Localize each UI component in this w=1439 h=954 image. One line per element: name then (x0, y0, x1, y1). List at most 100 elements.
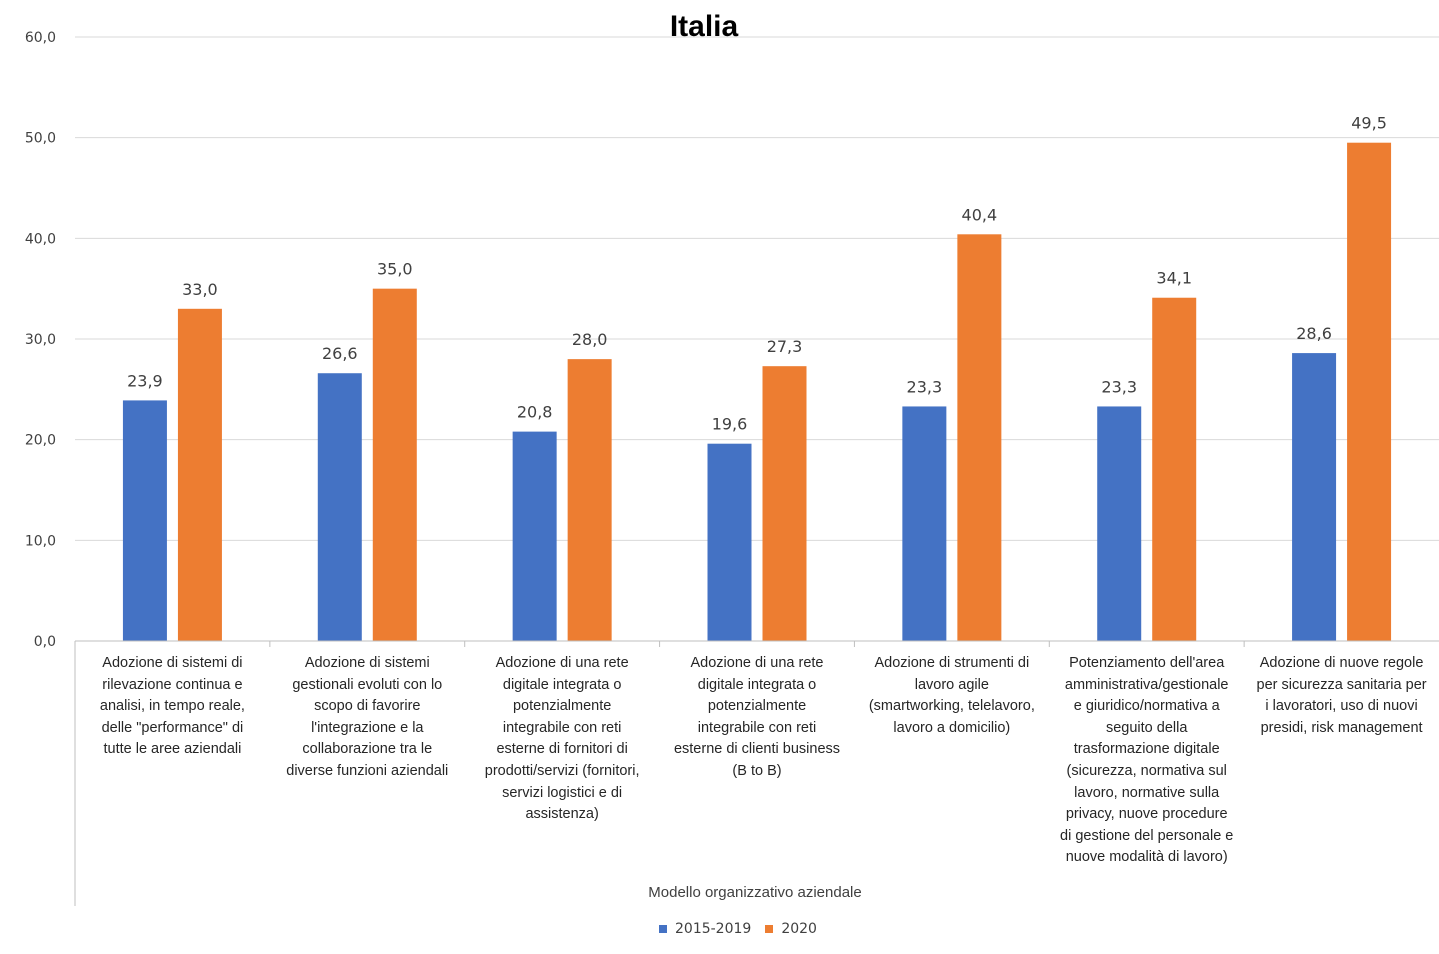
category-label-line: e giuridico/normativa a (1073, 698, 1220, 715)
category-label-0: Adozione di sistemi di rilevazione contin… (72, 653, 272, 761)
category-label-line: trasformazione digitale (1073, 741, 1220, 758)
category-label-line: diverse funzioni aziendali (286, 762, 449, 779)
y-tick-label: 20,0 (25, 433, 56, 449)
category-label-line: rilevazione continua e (102, 676, 243, 693)
category-label-line: digitale integrata o (502, 676, 622, 693)
x-axis (74, 640, 1439, 906)
gridlines (75, 36, 1439, 541)
category-label-3: Adozione di una rete digitale integrata o… (657, 653, 857, 783)
category-label-line: assistenza) (525, 806, 599, 823)
category-label-line: Adozione di sistemi di (102, 655, 243, 671)
category-label-line: presidi, risk management (1260, 719, 1423, 736)
bar-2015-2019-4 (902, 406, 947, 641)
category-label-line: per sicurezza sanitaria per (1256, 676, 1427, 693)
category-label-line: lavoro agile (914, 676, 989, 693)
legend-swatch-2015-2019 (659, 925, 667, 933)
data-label: 23,9 (127, 371, 163, 390)
data-labels: 23,9 33,0 26,6 35,0 20,8 28,0 19,6 27,3 23,3 40,4… (127, 114, 1387, 434)
category-label-line: integrabile con reti (502, 719, 622, 736)
category-label-line: analisi, in tempo reale, (99, 698, 245, 715)
bar-2015-2019-0 (122, 400, 167, 641)
category-label-line: Adozione di strumenti di (874, 655, 1030, 671)
category-label-line: tutte le aree aziendali (103, 741, 242, 758)
legend-item-2015-2019: 2015-2019 (659, 921, 751, 937)
bar-2015-2019-2 (512, 431, 557, 641)
x-axis-title: Modello organizzativo aziendale (648, 884, 862, 901)
data-label: 40,4 (962, 205, 998, 224)
category-label-line: i lavoratori, uso di nuovi (1265, 698, 1418, 715)
category-label-line: integrabile con reti (697, 719, 817, 736)
category-label-line: prodotti/servizi (fornitori, (484, 762, 640, 779)
data-label: 23,3 (1101, 377, 1137, 396)
category-label-5: Potenziamento dell'area amministrativa/ge… (1047, 653, 1247, 869)
category-label-line: delle "performance" di (101, 719, 244, 736)
bar-2020-1 (372, 288, 417, 641)
data-label: 26,6 (322, 344, 358, 363)
bar-2020-3 (762, 366, 807, 641)
category-label-line: Adozione di una rete (690, 655, 824, 671)
data-label: 20,8 (517, 403, 553, 422)
bar-2020-4 (957, 234, 1002, 641)
category-label-line: digitale integrata o (697, 676, 817, 693)
category-label-line: gestionali evoluti con lo (292, 676, 443, 693)
category-label-line: lavoro a domicilio) (893, 719, 1011, 736)
category-label-4: Adozione di strumenti di lavoro agile (sma… (852, 653, 1052, 739)
bar-2015-2019-1 (317, 373, 362, 641)
y-tick-label: 0,0 (34, 634, 56, 650)
category-label-1: Adozione di sistemi gestionali evoluti co… (267, 653, 467, 783)
category-label-line: di gestione del personale e (1060, 827, 1234, 844)
category-label-line: amministrativa/gestionale (1064, 676, 1229, 693)
category-label-line: Potenziamento dell'area (1069, 655, 1225, 671)
category-label-line: (smartworking, telelavoro, (868, 698, 1035, 715)
legend: 2015-2019 2020 (659, 921, 831, 937)
category-label-line: lavoro, normative sulla (1074, 784, 1220, 801)
category-label-line: esterne di fornitori di (496, 741, 628, 758)
bar-2020-2 (567, 359, 612, 641)
category-label-line: collaborazione tra le (302, 741, 433, 758)
category-label-line: l'integrazione e la (311, 719, 424, 736)
data-label: 23,3 (907, 377, 943, 396)
category-label-line: (sicurezza, normativa sul (1066, 762, 1227, 779)
category-label-line: scopo di favorire (314, 698, 421, 715)
y-tick-label: 30,0 (25, 332, 56, 348)
category-label-line: privacy, nuove procedure (1065, 806, 1228, 823)
category-label-line: Adozione di nuove regole (1259, 655, 1424, 671)
category-label-line: Adozione di sistemi (304, 655, 430, 671)
data-label: 34,1 (1156, 269, 1192, 288)
category-label-line: potenzialmente (707, 698, 807, 715)
category-label-6: Adozione di nuove regole per sicurezza sa… (1242, 653, 1439, 739)
y-tick-label: 40,0 (25, 231, 56, 247)
category-label-line: nuove modalità di lavoro) (1065, 849, 1228, 866)
legend-item-2020: 2020 (765, 921, 817, 937)
category-label-line: seguito della (1105, 719, 1188, 736)
bar-2020-0 (177, 308, 222, 641)
data-label: 28,6 (1296, 324, 1332, 343)
bars (122, 142, 1392, 641)
category-label-line: servizi logistici e di (502, 784, 623, 801)
bar-2015-2019-5 (1097, 406, 1142, 641)
data-label: 33,0 (182, 280, 218, 299)
category-label-line: (B to B) (732, 762, 782, 779)
category-label-line: esterne di clienti business (673, 741, 841, 758)
category-label-2: Adozione di una rete digitale integrata o… (462, 653, 662, 826)
legend-label-2020: 2020 (781, 921, 817, 937)
y-tick-label: 10,0 (25, 533, 56, 549)
data-label: 28,0 (572, 330, 608, 349)
y-tick-label: 60,0 (25, 30, 56, 46)
data-label: 19,6 (712, 415, 748, 434)
bar-2020-6 (1347, 142, 1392, 641)
data-label: 27,3 (767, 337, 803, 356)
bar-2015-2019-3 (707, 443, 752, 641)
y-axis-ticks: 0,0 10,0 20,0 30,0 40,0 50,0 60,0 (25, 30, 56, 650)
data-label: 35,0 (377, 260, 413, 279)
y-tick-label: 50,0 (25, 131, 56, 147)
category-label-line: Adozione di una rete (495, 655, 629, 671)
legend-swatch-2020 (765, 925, 774, 933)
chart-title: Italia (670, 10, 739, 43)
bar-2015-2019-6 (1292, 353, 1337, 641)
bar-2020-5 (1152, 297, 1197, 641)
data-label: 49,5 (1351, 114, 1387, 133)
category-label-line: potenzialmente (512, 698, 612, 715)
legend-label-2015-2019: 2015-2019 (675, 921, 752, 937)
